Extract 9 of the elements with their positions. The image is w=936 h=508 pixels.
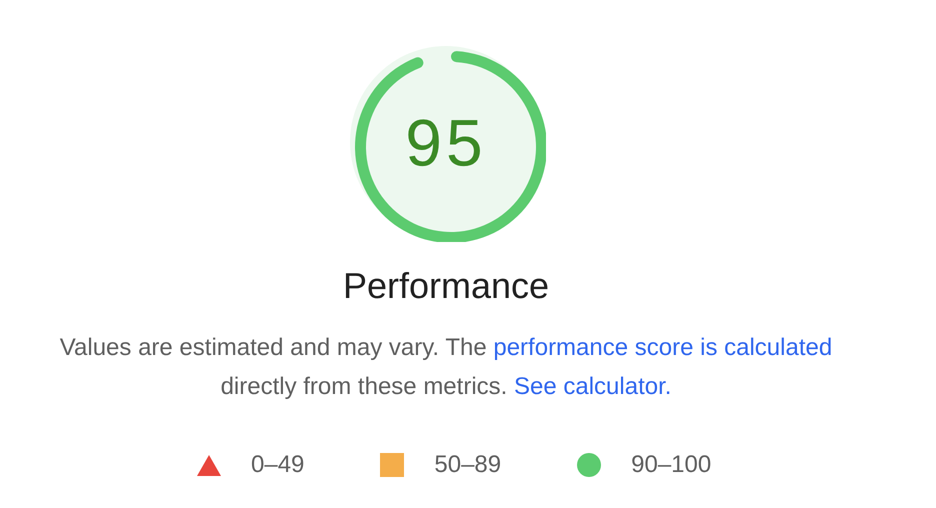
text: directly from these metrics. bbox=[220, 373, 508, 400]
text: 0–49 bbox=[251, 450, 304, 480]
text: Values are estimated and may vary. The bbox=[60, 334, 487, 361]
text: 50–89 bbox=[434, 450, 502, 480]
text: See calculator. bbox=[514, 373, 672, 400]
data-label: 95 bbox=[405, 105, 487, 180]
text: performance score is calculated bbox=[493, 334, 832, 361]
text: Performance bbox=[342, 264, 550, 308]
text: 90–100 bbox=[631, 450, 712, 480]
